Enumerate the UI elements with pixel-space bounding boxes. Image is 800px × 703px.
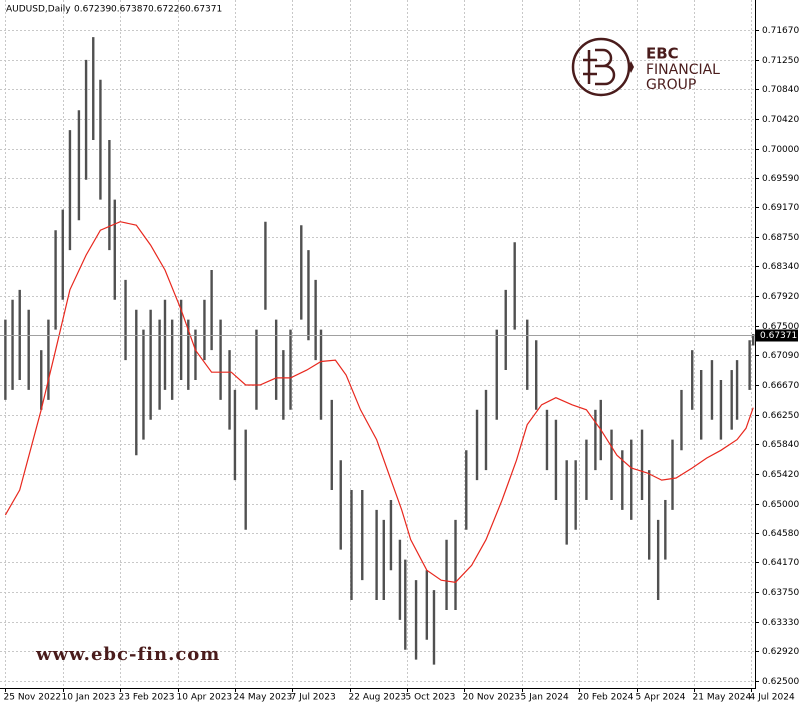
y-tick-label: 0.62500 (762, 677, 799, 687)
x-tick-label: 7 Jul 2023 (291, 693, 336, 703)
y-tick-label: 0.71250 (762, 56, 799, 66)
logo-glyph (583, 48, 616, 86)
y-tick-label: 0.70840 (762, 85, 799, 95)
y-tick-label: 0.62920 (762, 647, 799, 657)
x-tick-label: 22 Aug 2023 (349, 693, 407, 703)
chart-title: AUDUSD,Daily (6, 5, 71, 15)
y-tick-label: 0.68750 (762, 233, 799, 243)
x-tick-label: 24 May 2023 (234, 693, 293, 703)
brand-line2: GROUP (646, 77, 696, 93)
logo: EBC FINANCIAL GROUP (571, 37, 720, 97)
x-tick-label: 4 Jul 2024 (750, 693, 795, 703)
title-value: 0.67371 (185, 5, 222, 15)
y-tick-label: 0.68340 (762, 262, 799, 272)
y-tick-label: 0.67090 (762, 351, 799, 361)
y-tick-label: 0.65840 (762, 440, 799, 450)
x-tick-label: 10 Apr 2023 (177, 693, 233, 703)
x-tick-label: 5 Apr 2024 (636, 693, 686, 703)
x-tick-label: 23 Feb 2023 (119, 693, 175, 703)
y-tick-label: 0.70000 (762, 145, 799, 155)
current-price-box (756, 329, 798, 342)
y-tick-label: 0.64580 (762, 529, 799, 539)
y-tick-label: 0.66250 (762, 411, 799, 421)
brand-name: EBC (646, 45, 679, 63)
x-tick-label: 5 Jan 2024 (521, 693, 569, 703)
y-tick-label: 0.71670 (762, 26, 799, 36)
y-tick-label: 0.64170 (762, 558, 799, 568)
x-tick-label: 20 Feb 2024 (578, 693, 634, 703)
marks (4, 37, 755, 665)
y-tick-label: 0.65420 (762, 470, 799, 480)
website: www.ebc-fin.com (35, 644, 220, 665)
title-values: 0.67239 0.67387 0.67226 0.67371 (74, 5, 222, 15)
current-price-label: 0.67371 (760, 331, 797, 341)
x-tick-label: 21 May 2024 (693, 693, 752, 703)
title-value: 0.67239 (74, 5, 111, 15)
y-tick-label: 0.70420 (762, 115, 799, 125)
logo-diamond (628, 61, 634, 73)
title-value: 0.67387 (111, 5, 148, 15)
title-value: 0.67226 (148, 5, 185, 15)
moving-average (4, 221, 754, 583)
x-tick-label: 20 Nov 2023 (463, 693, 521, 703)
y-tick-label: 0.69170 (762, 203, 799, 213)
y-tick-label: 0.63330 (762, 618, 799, 628)
y-tick-label: 0.69590 (762, 174, 799, 184)
y-tick-label: 0.66670 (762, 381, 799, 391)
x-tick-label: 5 Oct 2023 (406, 693, 456, 703)
y-tick-label: 0.67500 (762, 322, 799, 332)
y-tick-label: 0.67920 (762, 292, 799, 302)
x-tick-label: 25 Nov 2022 (4, 693, 62, 703)
brand-line1: FINANCIAL (646, 62, 720, 78)
y-tick-label: 0.63750 (762, 588, 799, 598)
x-tick-label: 10 Jan 2023 (62, 693, 116, 703)
y-tick-label: 0.65000 (762, 500, 799, 510)
